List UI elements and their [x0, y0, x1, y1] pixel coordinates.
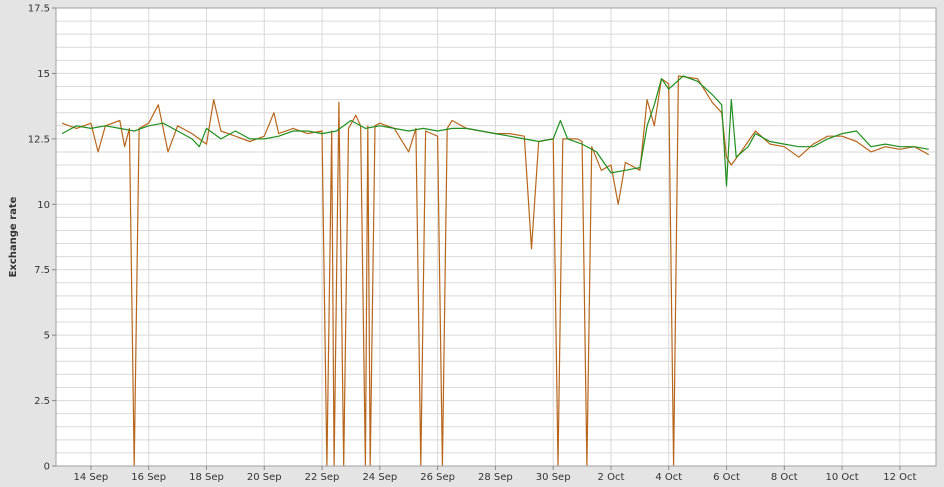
x-tick-label: 2 Oct [598, 472, 625, 483]
x-tick-label: 22 Sep [305, 472, 340, 483]
x-tick-label: 12 Oct [883, 472, 916, 483]
y-axis-ticks: 0 2.5 5 7.5 10 12.5 15 17.5 [28, 4, 56, 473]
y-tick-label: 15 [37, 69, 50, 80]
y-tick-label: 5 [44, 331, 50, 342]
x-tick-label: 28 Sep [478, 472, 513, 483]
y-axis-title: Exchange rate [8, 196, 19, 277]
y-tick-label: 2.5 [34, 396, 50, 407]
x-axis-ticks: 14 Sep 16 Sep 18 Sep 20 Sep 22 Sep 24 Sep 26 S… [74, 466, 917, 483]
grid-lines [56, 8, 936, 466]
x-tick-label: 18 Sep [189, 472, 224, 483]
y-tick-label: 0 [44, 462, 50, 473]
y-tick-label: 17.5 [28, 4, 50, 15]
x-tick-label: 24 Sep [362, 472, 397, 483]
x-tick-label: 30 Sep [536, 472, 571, 483]
series-line-green [61, 75, 929, 187]
y-tick-label: 12.5 [28, 134, 50, 145]
x-tick-label: 20 Sep [247, 472, 282, 483]
plot-border [55, 7, 937, 467]
y-tick-label: 10 [37, 200, 50, 211]
x-tick-label: 10 Oct [825, 472, 858, 483]
series-lines [61, 75, 930, 467]
x-tick-label: 16 Sep [131, 472, 166, 483]
x-tick-label: 8 Oct [771, 472, 798, 483]
x-tick-label: 6 Oct [713, 472, 740, 483]
y-tick-label: 7.5 [34, 265, 50, 276]
plot-area [56, 8, 936, 466]
series-line-brown [61, 75, 930, 467]
x-tick-label: 14 Sep [74, 472, 109, 483]
x-tick-label: 26 Sep [420, 472, 455, 483]
x-tick-label: 4 Oct [655, 472, 682, 483]
